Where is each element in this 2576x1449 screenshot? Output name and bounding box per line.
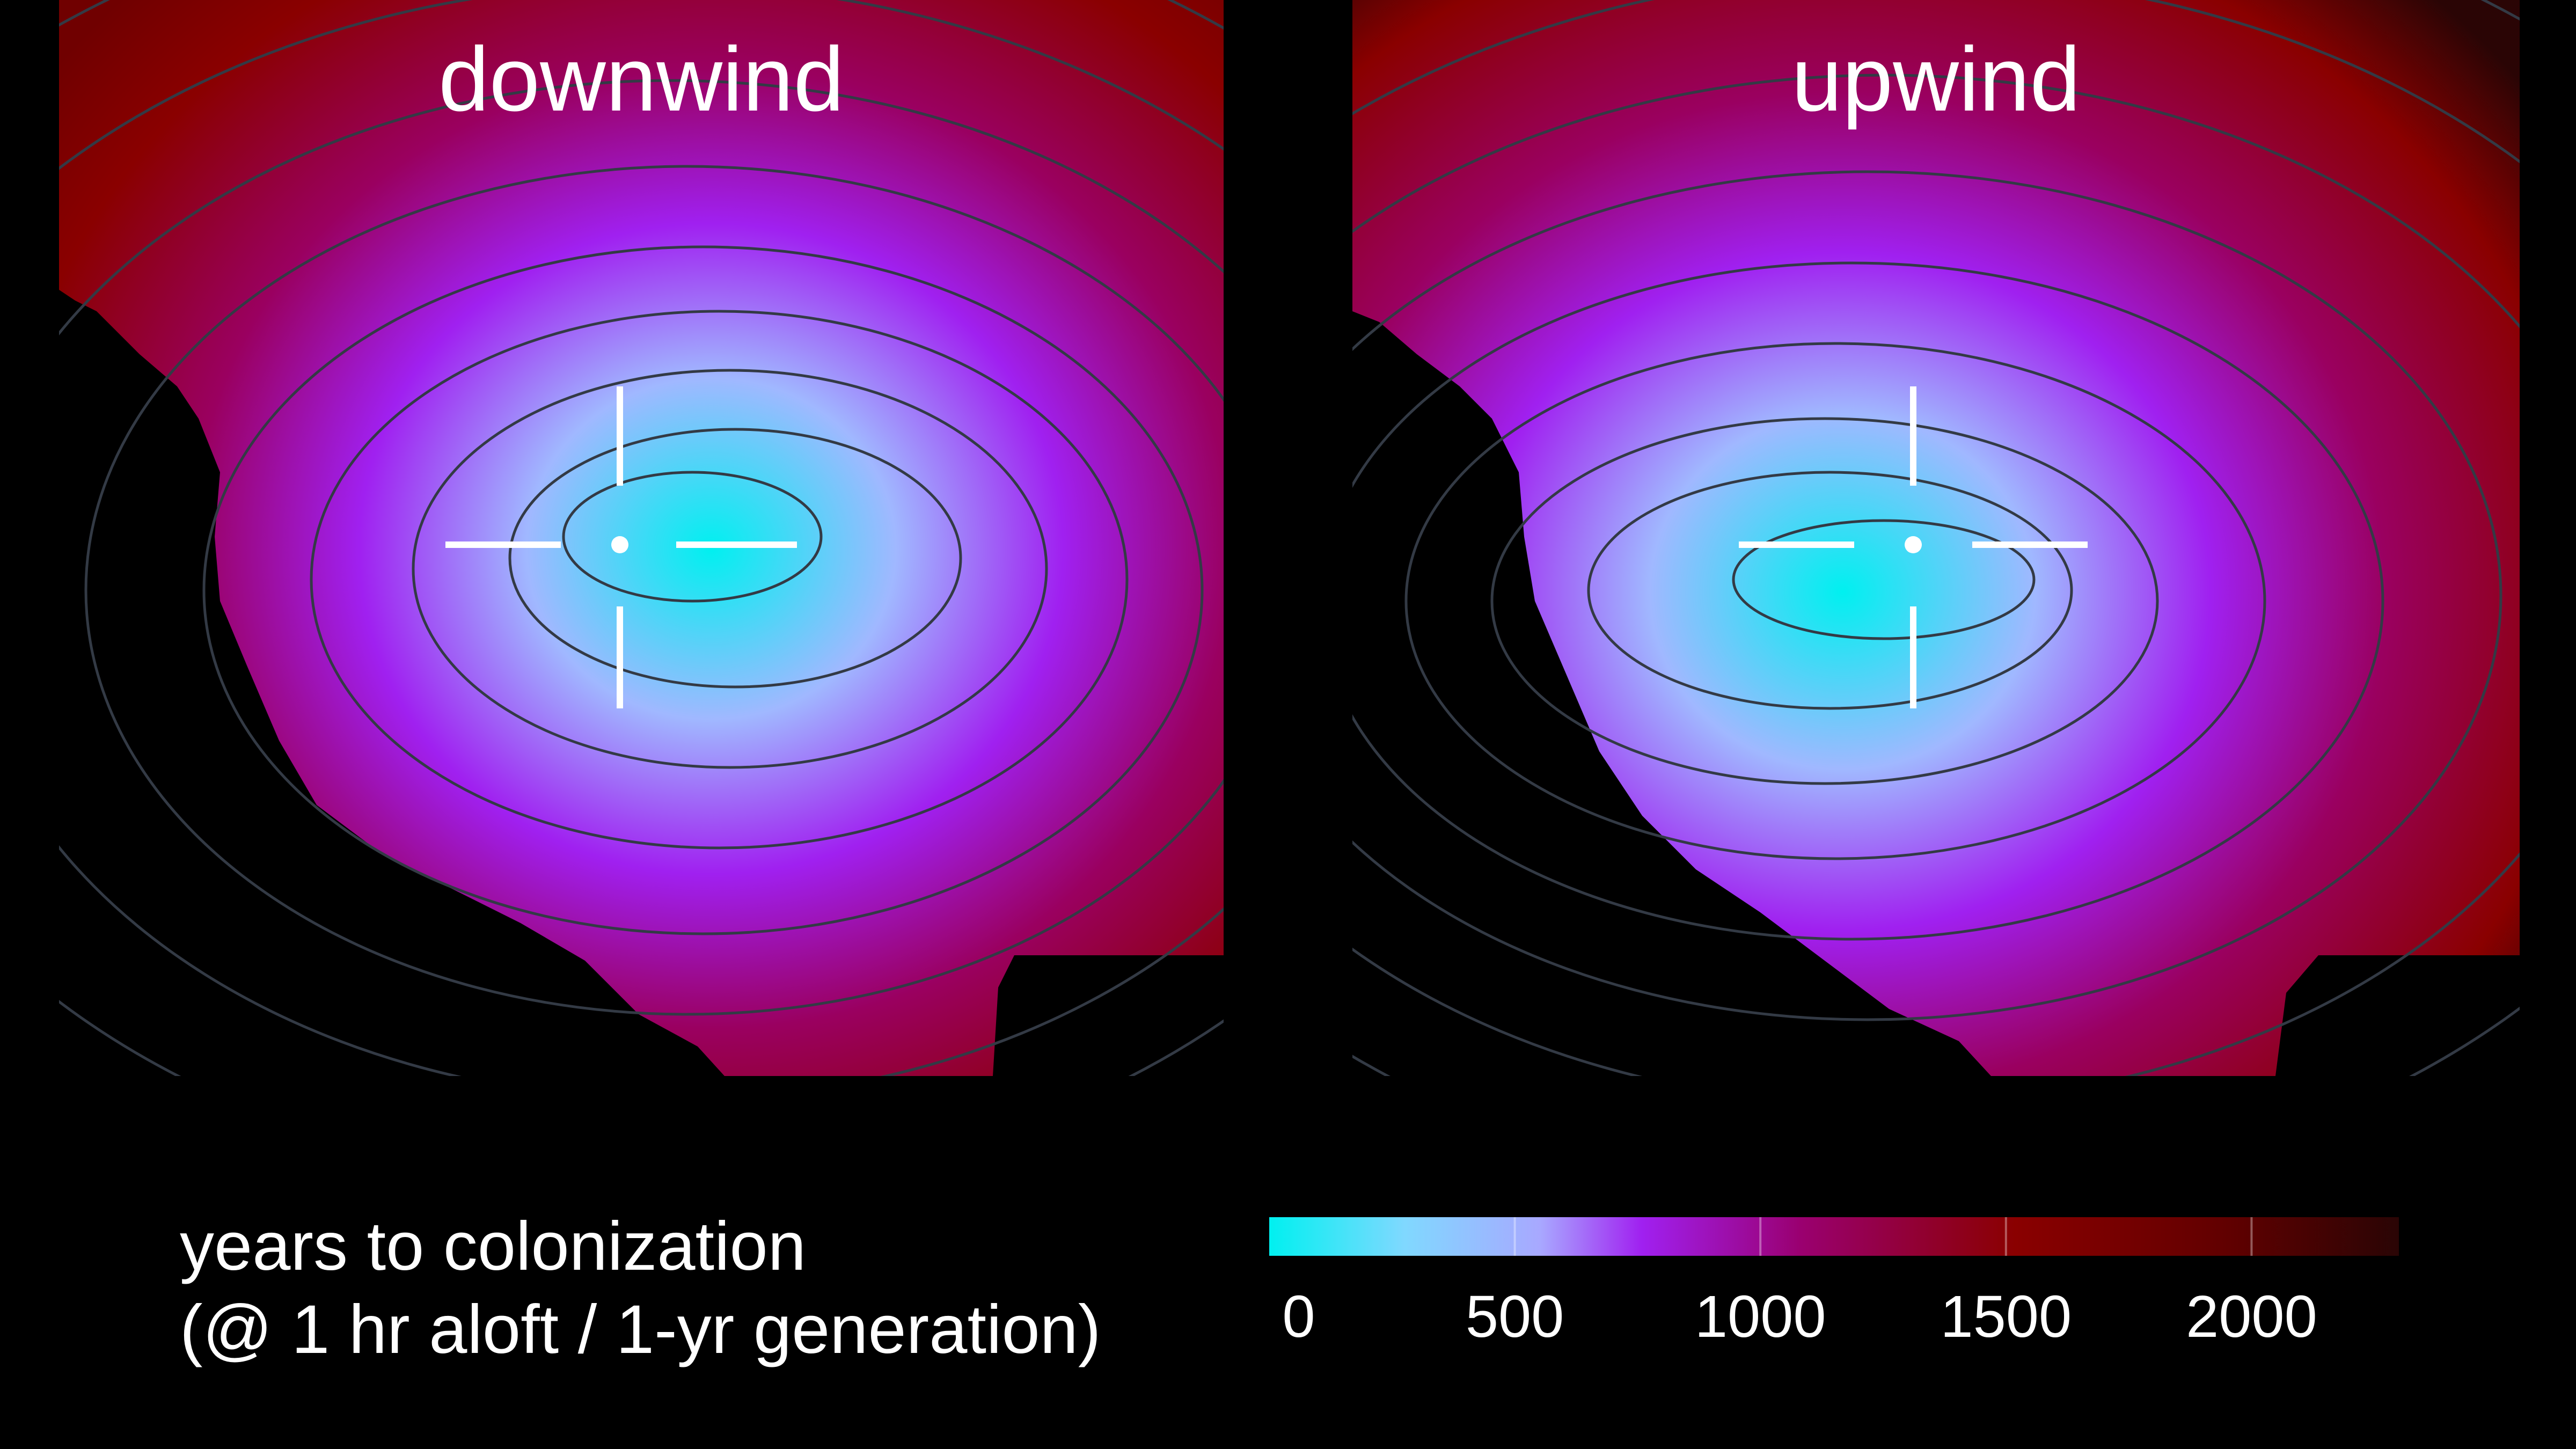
upwind-origin-marker xyxy=(1905,536,1922,553)
colorbar-gradient xyxy=(1269,1217,2399,1256)
map-panel-downwind: downwind xyxy=(59,0,1224,1076)
upwind-land-mask xyxy=(1352,0,2520,1076)
downwind-origin-marker xyxy=(611,536,628,553)
colorbar-tick-label: 2000 xyxy=(2186,1284,2317,1350)
upwind-contours xyxy=(1352,0,2520,1076)
colorbar-tick-label: 500 xyxy=(1465,1284,1564,1350)
downwind-contours xyxy=(59,0,1224,1076)
downwind-crosshair xyxy=(445,386,797,708)
upwind-crosshair xyxy=(1739,386,2088,708)
legend-title-line1: years to colonization xyxy=(180,1208,806,1285)
colorbar-tick-label: 0 xyxy=(1282,1284,1315,1350)
downwind-land-mask xyxy=(59,0,1224,1076)
downwind-title: downwind xyxy=(438,28,845,130)
colorbar-tick-label: 1000 xyxy=(1694,1284,1826,1350)
colorbar xyxy=(1269,1217,2399,1256)
map-panel-upwind: upwind xyxy=(1352,0,2520,1076)
legend-title-line2: (@ 1 hr aloft / 1-yr generation) xyxy=(180,1291,1101,1368)
downwind-map xyxy=(59,0,1224,1076)
colorbar-ticks xyxy=(1513,1217,2253,1256)
legend-title: years to colonization (@ 1 hr aloft / 1-y… xyxy=(180,1205,1101,1371)
upwind-map xyxy=(1352,0,2520,1076)
colorbar-tick-label: 1500 xyxy=(1940,1284,2072,1350)
upwind-title: upwind xyxy=(1791,28,2081,130)
